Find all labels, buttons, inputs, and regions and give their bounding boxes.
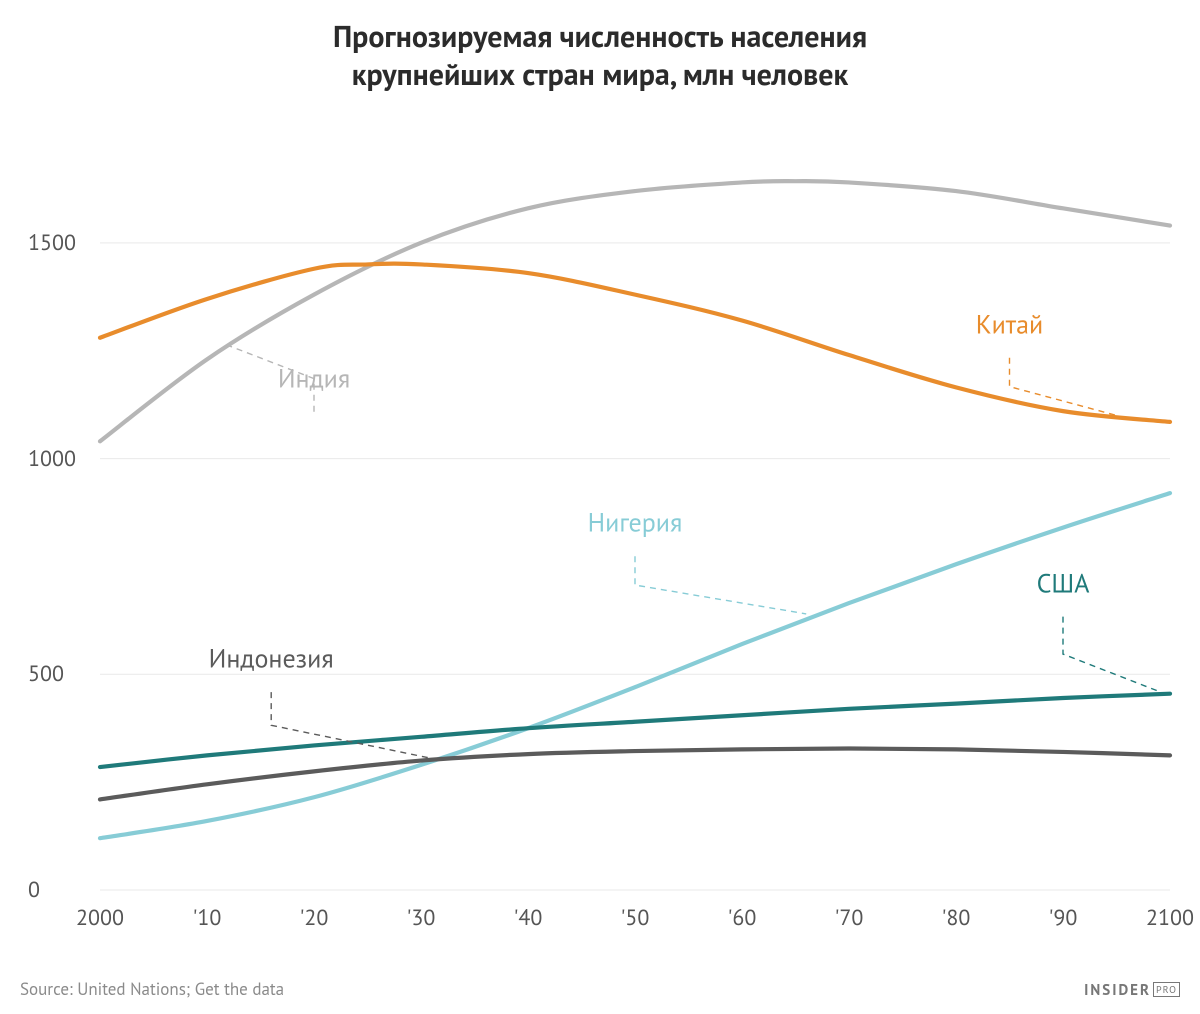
series-label-nigeria: Нигерия — [588, 507, 683, 540]
brand-text: INSIDER — [1084, 981, 1151, 1000]
source-footer: Source: United Nations; Get the data — [20, 978, 284, 1000]
callout-nigeria — [635, 556, 806, 614]
y-tick-label: 500 — [28, 660, 64, 688]
brand-suffix: PRO — [1153, 982, 1180, 997]
x-tick-label: '90 — [1049, 904, 1078, 932]
series-line-indonesia — [100, 748, 1170, 799]
x-tick-label: '20 — [300, 904, 329, 932]
population-chart: Прогнозируемая численность населения кру… — [0, 0, 1200, 1014]
x-tick-label: '80 — [942, 904, 971, 932]
brand-watermark: INSIDERPRO — [1084, 981, 1180, 1000]
callout-china — [1010, 358, 1117, 416]
y-tick-label: 0 — [28, 876, 40, 904]
series-line-china — [100, 264, 1170, 422]
y-tick-label: 1500 — [28, 229, 76, 257]
series-line-usa — [100, 694, 1170, 767]
callout-usa — [1063, 617, 1159, 692]
x-tick-label: '60 — [728, 904, 757, 932]
series-label-india: Индия — [278, 362, 350, 395]
x-tick-label: 2000 — [76, 904, 124, 932]
y-tick-label: 1000 — [28, 445, 76, 473]
x-tick-label: 2100 — [1146, 904, 1194, 932]
x-tick-label: '40 — [514, 904, 543, 932]
series-label-china: Китай — [976, 308, 1044, 341]
x-tick-label: '10 — [193, 904, 222, 932]
series-label-indonesia: Индонезия — [209, 643, 334, 676]
x-tick-label: '50 — [621, 904, 650, 932]
series-label-usa: США — [1037, 567, 1090, 600]
x-tick-label: '30 — [407, 904, 436, 932]
x-tick-label: '70 — [835, 904, 864, 932]
